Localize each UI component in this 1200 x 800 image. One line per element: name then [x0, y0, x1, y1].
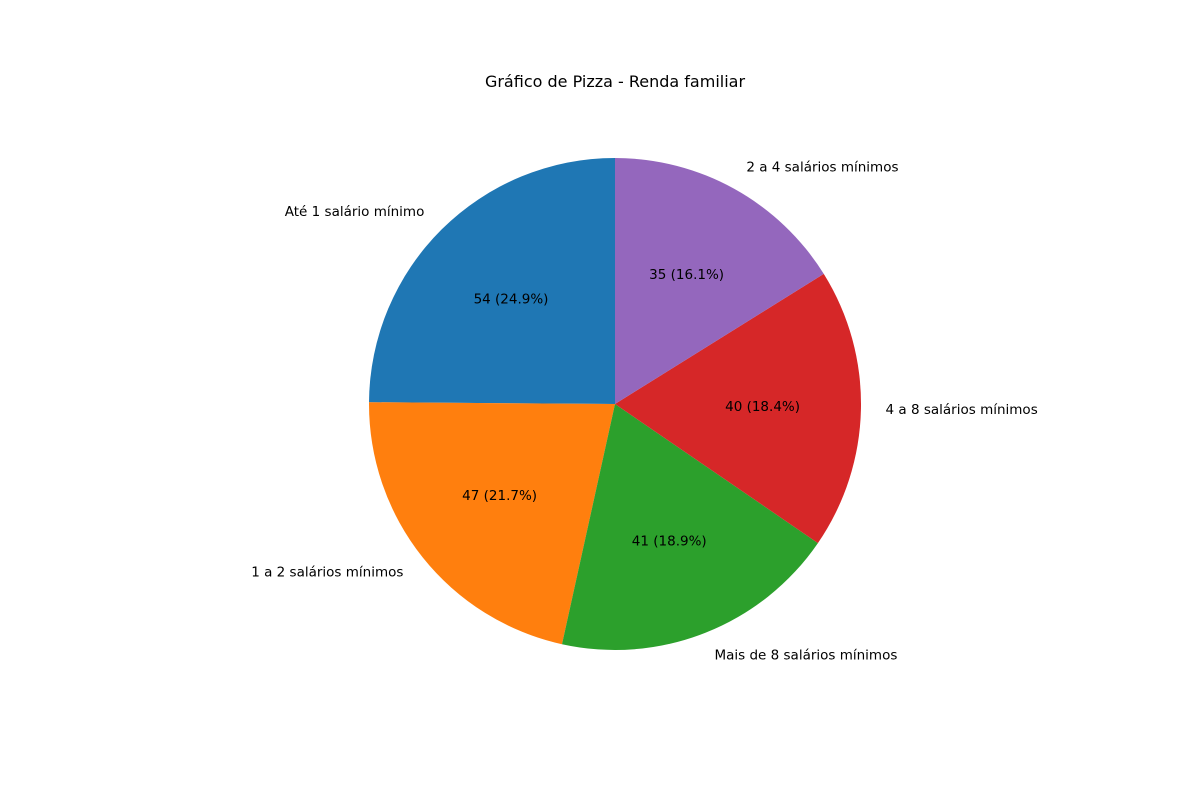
pie-slice-3: [615, 273, 861, 544]
slice-value-label: 40 (18.4%): [725, 399, 800, 415]
slice-value-label: 35 (16.1%): [649, 267, 724, 283]
pie-slice-4: [615, 158, 824, 404]
pie-slices: [368, 158, 861, 650]
pie-slice-2: [561, 404, 818, 650]
pie-slice-1: [368, 402, 615, 645]
chart-title: Gráfico de Pizza - Renda familiar: [484, 72, 746, 91]
slice-category-label: 1 a 2 salários mínimos: [251, 565, 403, 581]
slice-value-label: 54 (24.9%): [474, 291, 549, 307]
slice-category-label: 2 a 4 salários mínimos: [746, 159, 898, 175]
pie-slice-0: [369, 158, 615, 404]
slice-category-label: Até 1 salário mínimo: [285, 204, 425, 220]
slice-category-label: Mais de 8 salários mínimos: [714, 648, 897, 664]
pie-labels: 54 (24.9%) Até 1 salário mínimo 47 (21.7%)…: [251, 159, 1038, 663]
slice-category-label: 4 a 8 salários mínimos: [886, 402, 1038, 418]
slice-value-label: 41 (18.9%): [632, 533, 707, 549]
slice-value-label: 47 (21.7%): [462, 488, 537, 504]
